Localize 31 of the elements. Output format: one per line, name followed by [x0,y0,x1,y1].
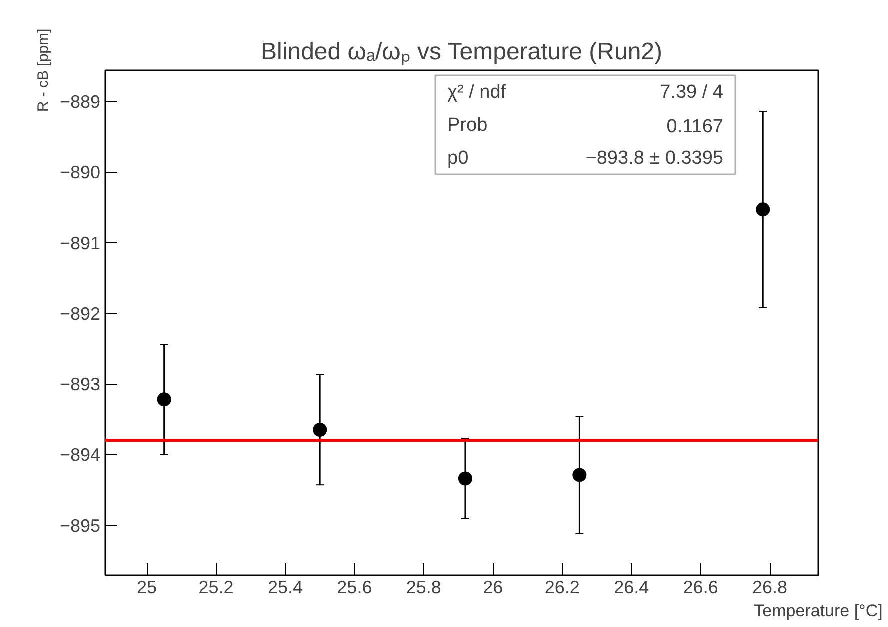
x-tick-label: 26 [483,578,504,598]
y-tick-label: −891 [60,233,101,254]
x-tick-label: 26.4 [614,578,650,598]
annotation: p0 [448,148,469,169]
y-tick-label: −892 [60,304,101,324]
x-tick-label: 25.8 [406,578,442,598]
point [458,472,472,486]
y-tick-label: −894 [60,445,101,466]
x-axis-title: Temperature [°C] [754,602,883,620]
x-tick-label: 26.2 [544,578,580,598]
point [313,423,328,437]
annotation: −893.8 ± 0.3395 [586,148,724,169]
x-tick-label: 25.6 [337,578,372,598]
x-tick-label: 26.6 [683,578,718,598]
annotation: Prob [448,115,488,136]
y-tick-label: −895 [60,516,101,536]
point [572,468,587,482]
x-tick-label: 25.2 [198,578,234,598]
x-tick-label: 25 [137,578,158,598]
y-tick-label: −889 [60,92,101,112]
annotation: χ² / ndf [448,82,507,103]
chart-title: Blinded ωₐ/ωₚ vs Temperature (Run2) [261,38,663,66]
x-tick-label: 25.4 [268,578,304,598]
y-tick-label: −890 [60,162,101,183]
y-tick-label: −893 [60,374,101,395]
annotation: 7.39 / 4 [660,82,724,103]
point [756,202,770,217]
x-tick-label: 26.8 [752,578,788,598]
annotation: 0.1167 [666,116,724,138]
y-axis-title: R - cB [ppm] [34,28,52,112]
point [157,392,172,407]
